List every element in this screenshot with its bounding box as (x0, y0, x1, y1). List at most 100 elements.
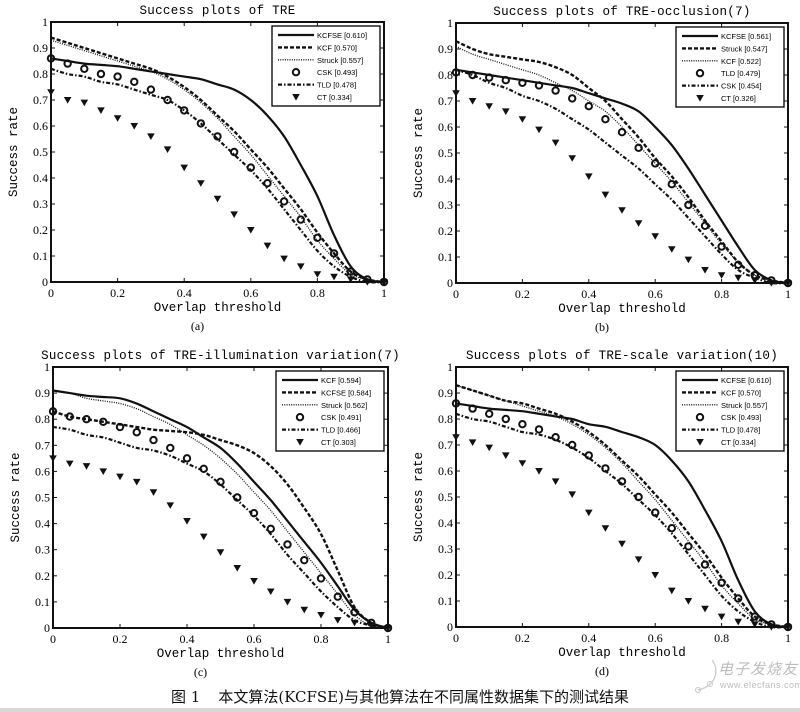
circle-marker (518, 78, 527, 88)
y-tick-label: 0.7 (33, 93, 48, 107)
circle-marker (750, 612, 759, 621)
circle-marker (182, 454, 192, 463)
triangle-marker (518, 460, 527, 467)
y-tick-label: 0 (447, 276, 453, 290)
legend-item: KCF [0.570] (278, 43, 357, 52)
circle-marker (617, 128, 627, 137)
series-kcf (52, 389, 389, 630)
series-kcf (455, 384, 789, 629)
legend-item: Struck [0.562] (282, 401, 367, 410)
x-tick-label: 0 (50, 632, 56, 646)
y-tick-label: 0.8 (438, 412, 453, 426)
triangle-marker (63, 97, 72, 104)
legend-label: Struck [0.557] (721, 401, 767, 410)
circle-marker (684, 542, 693, 551)
y-tick-label: 0.9 (438, 42, 453, 56)
triangle-marker (183, 517, 191, 525)
chart-panel-c: Success plots of TRE-illumination variat… (0, 340, 400, 680)
watermark-logo-icon (695, 659, 717, 693)
y-tick-label: 1 (44, 360, 50, 374)
y-axis-label: Success rate (7, 107, 21, 197)
x-tick-label: 0.2 (515, 287, 530, 301)
y-tick-label: 0.5 (33, 145, 48, 159)
legend-label: CT [0.326] (721, 94, 756, 103)
circle-marker (551, 433, 560, 442)
triangle-marker (313, 271, 322, 278)
legend-label: KCF [0.594] (321, 376, 361, 385)
triangle-marker (717, 272, 726, 279)
legend-item: Struck [0.547] (682, 44, 767, 53)
triangle-marker (535, 468, 543, 475)
triangle-marker (601, 191, 610, 199)
circle-marker (329, 249, 339, 258)
legend-item: CSK [0.454] (682, 82, 761, 91)
x-tick-label: 0.2 (113, 632, 128, 646)
legend-label: CSK [0.454] (721, 82, 761, 91)
triangle-marker (518, 116, 527, 123)
triangle-marker (717, 613, 726, 621)
plot-frame (455, 366, 789, 628)
chart-title: Success plots of TRE (139, 4, 295, 18)
legend-label: Struck [0.557] (317, 56, 363, 65)
triangle-marker (701, 605, 709, 613)
triangle-marker (551, 478, 560, 485)
circle-marker (130, 77, 139, 87)
series-kcfse (455, 68, 789, 285)
circle-marker (115, 422, 125, 432)
triangle-marker (149, 489, 158, 496)
triangle-marker (280, 255, 288, 263)
y-tick-label: 0.3 (35, 543, 50, 557)
circle-marker (485, 409, 494, 419)
circle-marker (263, 179, 272, 188)
y-tick-label: 0.8 (35, 412, 50, 426)
watermark-title: 电子发烧友 (718, 661, 799, 678)
legend-label: CT [0.334] (721, 438, 756, 447)
circle-marker (146, 85, 156, 94)
legend-label: CT [0.303] (321, 438, 356, 447)
axis-ticks: 0 0.1 0.2 0.3 0.4 0.5 0.6 0.7 0.8 0.9 1 0 0.2 0.4 0.6 0… (438, 16, 791, 301)
circle-marker (501, 414, 511, 424)
circle-marker (279, 197, 289, 206)
subfigure-label: (c) (194, 665, 207, 679)
legend-item: TLD [0.478] (682, 426, 760, 435)
series-kcf (455, 45, 789, 284)
series-ct (452, 90, 792, 287)
y-tick-label: 0.5 (35, 491, 50, 505)
triangle-marker (317, 611, 325, 619)
x-tick-label: 0 (453, 631, 459, 645)
watermark: 电子发烧友 www.elecfans.com (690, 656, 800, 700)
circle-marker (534, 425, 544, 434)
circle-marker (65, 412, 74, 421)
circle-marker (216, 477, 225, 487)
circle-marker (568, 94, 577, 103)
y-tick-label: 0.6 (35, 464, 50, 478)
legend: KCF [0.594] KCFSE [0.584] Struck [0.562] CS… (275, 370, 385, 452)
circle-marker (63, 59, 72, 68)
triangle-marker (651, 233, 659, 240)
chart-title: Success plots of TRE-illumination variat… (41, 349, 400, 363)
legend-item: KCF [0.594] (282, 376, 361, 385)
circle-marker (149, 435, 158, 445)
triangle-marker (199, 533, 208, 541)
legend-item: KCFSE [0.584] (282, 388, 371, 397)
chart-panel-a: Success plots of TRE 0 0.1 0.2 0.3 0.4 0.5 0.6 0… (0, 0, 400, 340)
x-axis-label: Overlap threshold (558, 646, 686, 660)
triangle-marker (163, 146, 172, 153)
triangle-marker (197, 180, 205, 187)
legend: KCFSE [0.561] Struck [0.547] KCF [0.522] TL… (675, 26, 785, 108)
y-tick-label: 0.1 (35, 595, 50, 609)
circle-marker (518, 420, 527, 429)
x-tick-label: 0.4 (581, 287, 596, 301)
circle-marker (667, 180, 676, 189)
y-tick-label: 0 (447, 620, 453, 634)
circle-marker (468, 404, 477, 413)
x-tick-label: 0.6 (243, 286, 258, 300)
triangle-marker (601, 525, 610, 532)
circle-marker (132, 428, 141, 437)
series-ct (47, 89, 388, 286)
triangle-marker (113, 115, 122, 122)
triangle-marker (751, 621, 759, 628)
subfigure-label: (d) (595, 664, 609, 678)
triangle-marker (233, 564, 242, 572)
y-axis-label: Success rate (9, 452, 23, 542)
